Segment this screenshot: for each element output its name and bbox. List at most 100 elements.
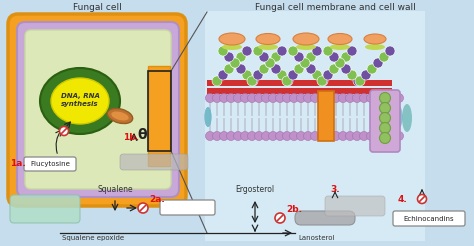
Circle shape — [367, 64, 377, 74]
Circle shape — [329, 52, 339, 62]
Circle shape — [366, 132, 375, 140]
Circle shape — [271, 52, 281, 62]
Circle shape — [338, 93, 347, 103]
Circle shape — [262, 132, 271, 140]
Bar — [205, 11, 425, 241]
Circle shape — [282, 76, 292, 86]
Circle shape — [60, 126, 69, 136]
Circle shape — [380, 133, 391, 143]
Circle shape — [359, 93, 368, 103]
Circle shape — [259, 52, 269, 62]
Text: Ergosterol: Ergosterol — [236, 185, 274, 194]
Circle shape — [236, 64, 246, 74]
Ellipse shape — [51, 78, 109, 124]
Ellipse shape — [219, 33, 245, 45]
Circle shape — [310, 93, 319, 103]
Circle shape — [346, 132, 355, 140]
Circle shape — [255, 132, 264, 140]
Circle shape — [268, 93, 277, 103]
Circle shape — [323, 46, 333, 56]
Circle shape — [265, 58, 275, 68]
Circle shape — [212, 132, 221, 140]
Circle shape — [253, 70, 263, 80]
Ellipse shape — [107, 108, 133, 123]
Bar — [318, 91, 334, 141]
Circle shape — [341, 64, 351, 74]
Text: 4.: 4. — [398, 195, 408, 203]
FancyBboxPatch shape — [24, 157, 76, 171]
Circle shape — [224, 64, 234, 74]
Circle shape — [347, 70, 357, 80]
Circle shape — [224, 52, 234, 62]
Circle shape — [325, 93, 334, 103]
Circle shape — [227, 132, 236, 140]
Circle shape — [262, 93, 271, 103]
Circle shape — [312, 46, 322, 56]
Circle shape — [271, 64, 281, 74]
Ellipse shape — [328, 33, 352, 45]
Text: DNA, RNA
synthesis: DNA, RNA synthesis — [61, 93, 100, 107]
Circle shape — [306, 52, 316, 62]
Circle shape — [338, 132, 347, 140]
Circle shape — [234, 93, 243, 103]
FancyBboxPatch shape — [10, 195, 80, 223]
Circle shape — [310, 132, 319, 140]
Circle shape — [275, 132, 284, 140]
Circle shape — [234, 132, 243, 140]
FancyBboxPatch shape — [295, 211, 355, 225]
Circle shape — [361, 70, 371, 80]
FancyBboxPatch shape — [393, 211, 465, 226]
Ellipse shape — [365, 44, 385, 50]
Circle shape — [248, 76, 258, 86]
Ellipse shape — [258, 44, 278, 50]
Circle shape — [335, 58, 345, 68]
Circle shape — [341, 52, 351, 62]
Circle shape — [353, 132, 362, 140]
Circle shape — [275, 93, 284, 103]
Circle shape — [247, 132, 256, 140]
Text: 3.: 3. — [330, 185, 340, 194]
Circle shape — [380, 92, 391, 104]
Circle shape — [275, 213, 285, 223]
Circle shape — [359, 132, 368, 140]
Circle shape — [347, 46, 357, 56]
Circle shape — [329, 64, 339, 74]
Circle shape — [355, 76, 365, 86]
FancyBboxPatch shape — [25, 30, 171, 189]
Circle shape — [219, 93, 228, 103]
Circle shape — [240, 132, 249, 140]
Circle shape — [218, 70, 228, 80]
Circle shape — [303, 132, 312, 140]
Circle shape — [374, 93, 383, 103]
Circle shape — [318, 76, 328, 86]
Circle shape — [288, 46, 298, 56]
Circle shape — [255, 93, 264, 103]
Text: Flucytosine: Flucytosine — [30, 161, 70, 167]
Circle shape — [268, 132, 277, 140]
Bar — [148, 66, 170, 166]
Text: Fungal cell: Fungal cell — [73, 3, 121, 12]
FancyBboxPatch shape — [325, 196, 385, 216]
Bar — [207, 88, 392, 94]
Text: 2a.: 2a. — [149, 196, 165, 204]
Circle shape — [385, 46, 395, 56]
Circle shape — [290, 132, 299, 140]
Circle shape — [394, 93, 403, 103]
Circle shape — [297, 132, 306, 140]
Text: 1a.: 1a. — [10, 159, 26, 169]
Text: Echinocandins: Echinocandins — [404, 216, 454, 222]
Circle shape — [218, 46, 228, 56]
Circle shape — [318, 93, 327, 103]
Circle shape — [374, 132, 383, 140]
Circle shape — [206, 132, 215, 140]
Circle shape — [297, 93, 306, 103]
Ellipse shape — [395, 106, 402, 128]
Bar — [148, 71, 171, 151]
Text: Squalene epoxide: Squalene epoxide — [62, 235, 124, 241]
Circle shape — [353, 93, 362, 103]
Circle shape — [353, 76, 363, 86]
Circle shape — [294, 52, 304, 62]
Circle shape — [277, 70, 287, 80]
Circle shape — [388, 93, 396, 103]
Circle shape — [381, 93, 390, 103]
